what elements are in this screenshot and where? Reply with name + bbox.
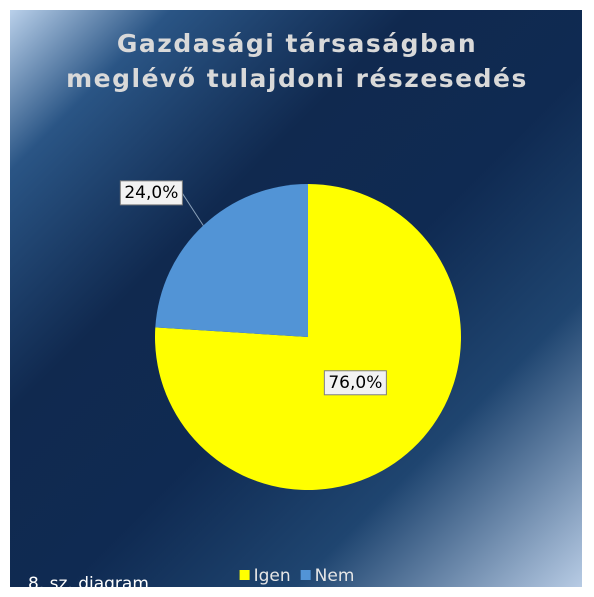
legend-label: Nem <box>315 566 355 586</box>
data-label-box <box>119 180 183 206</box>
data-label-text: 24,0% <box>124 183 178 203</box>
legend-swatch <box>239 570 250 580</box>
data-label-text: 76,0% <box>328 373 382 393</box>
leader-line <box>180 190 204 226</box>
data-label: 76,0% <box>323 370 387 396</box>
data-label: 24,0% <box>119 180 183 206</box>
legend-swatch <box>300 570 311 580</box>
annotation: 8. sz. diagram <box>28 574 149 594</box>
legend-label: Igen <box>254 566 291 586</box>
chart-title: Gazdasági társaságban meglévő tulajdoni … <box>66 29 528 93</box>
pie-slice <box>155 184 308 337</box>
data-label-box <box>323 370 387 396</box>
